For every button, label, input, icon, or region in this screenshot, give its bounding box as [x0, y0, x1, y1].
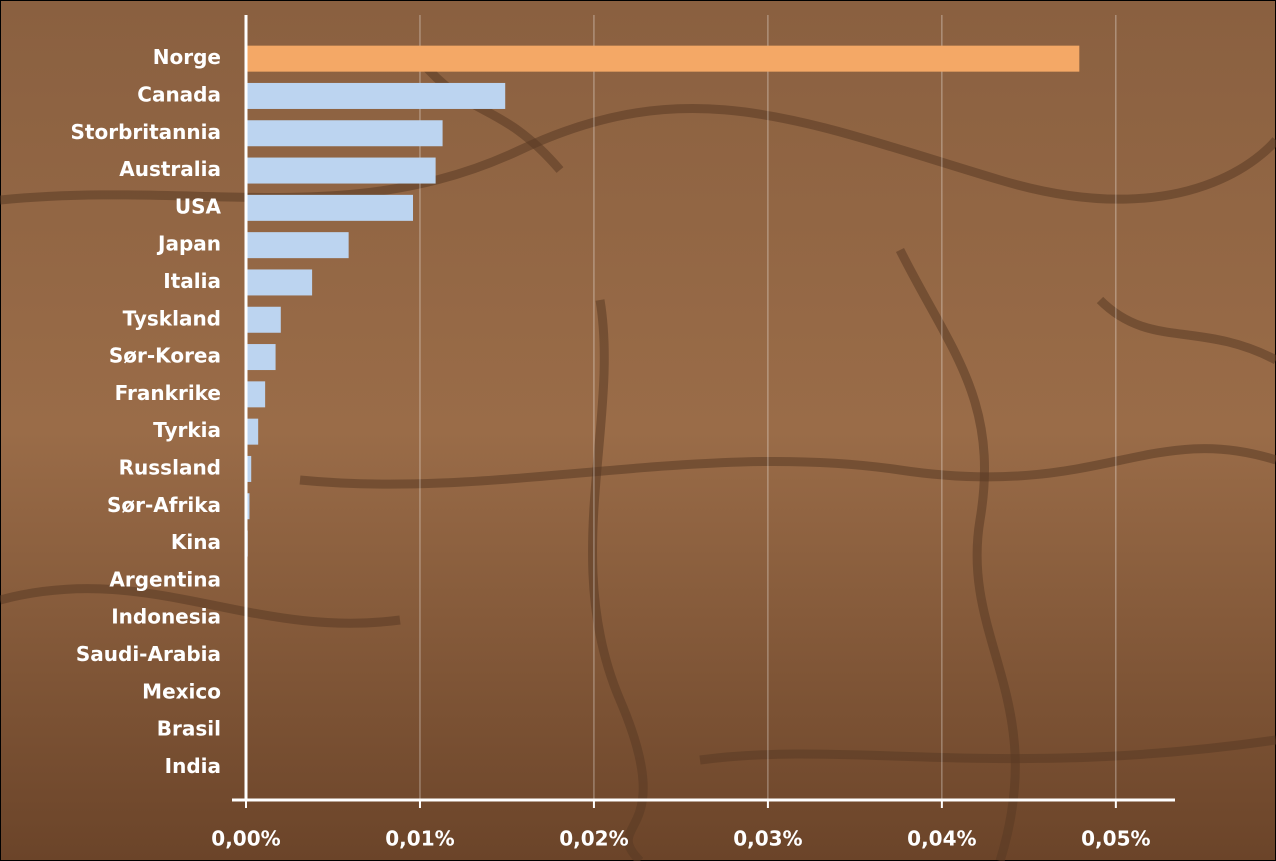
bar — [246, 418, 259, 445]
category-label: Argentina — [109, 567, 221, 591]
bar — [246, 306, 281, 333]
x-tick-label: 0,05% — [1081, 827, 1150, 851]
bar — [246, 232, 349, 259]
category-label: Indonesia — [111, 605, 221, 629]
category-label: Norge — [153, 45, 221, 69]
x-tick-label: 0,04% — [907, 827, 976, 851]
category-label: Mexico — [142, 679, 221, 703]
category-label: Russland — [119, 455, 221, 479]
bar — [246, 157, 436, 184]
bar — [246, 82, 506, 109]
x-tick-label: 0,00% — [211, 827, 280, 851]
x-tick-label: 0,02% — [559, 827, 628, 851]
bar — [246, 120, 443, 147]
category-label: USA — [175, 194, 222, 218]
bar — [246, 381, 266, 408]
category-label: Sør-Korea — [109, 344, 221, 368]
category-label: Sør-Afrika — [107, 493, 221, 517]
category-label: Tyrkia — [153, 418, 221, 442]
bar — [246, 455, 252, 482]
bar — [246, 344, 276, 371]
bar — [246, 269, 313, 296]
category-label: Japan — [156, 232, 221, 256]
category-label: Italia — [163, 269, 221, 293]
x-tick-label: 0,01% — [385, 827, 454, 851]
category-label: Storbritannia — [71, 120, 222, 144]
category-label: Kina — [171, 530, 221, 554]
category-label: Saudi-Arabia — [76, 642, 221, 666]
bar — [246, 493, 250, 520]
category-label: India — [165, 754, 221, 778]
category-label: Australia — [119, 157, 221, 181]
x-tick-label: 0,03% — [733, 827, 802, 851]
category-label: Brasil — [157, 717, 221, 741]
category-label: Frankrike — [115, 381, 221, 405]
bar — [246, 194, 414, 221]
bar — [246, 45, 1080, 72]
category-label: Canada — [137, 82, 221, 106]
category-label: Tyskland — [123, 306, 221, 330]
